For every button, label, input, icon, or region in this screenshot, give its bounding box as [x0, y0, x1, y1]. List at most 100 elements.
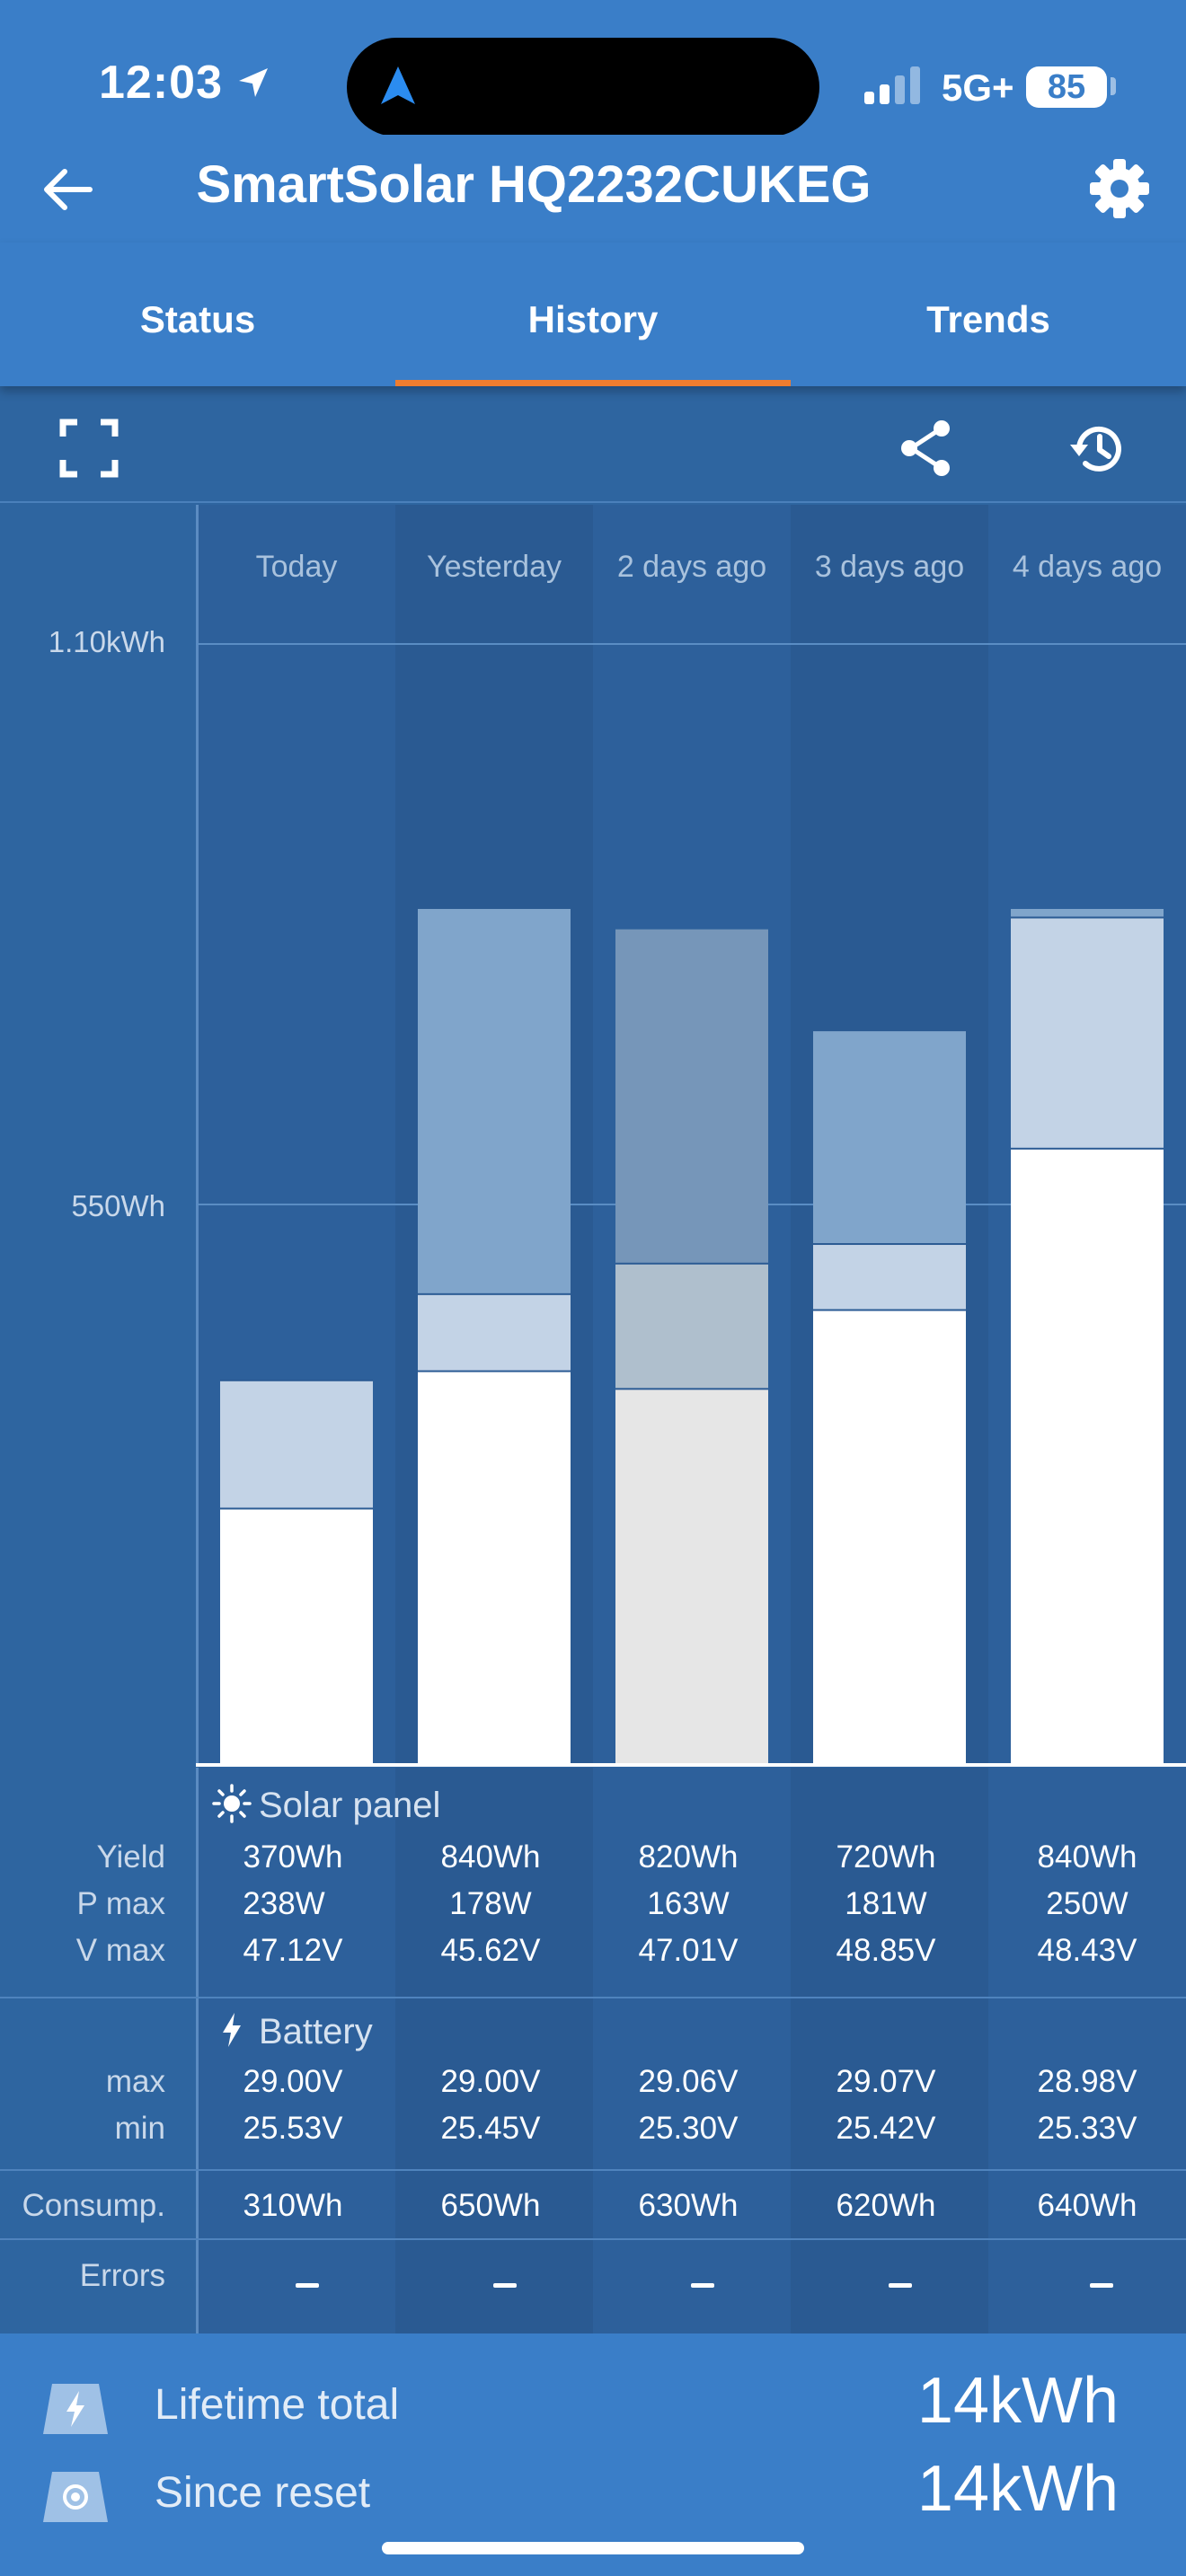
totals-footer: Lifetime total 14kWh Since reset 14kWh — [0, 2333, 1186, 2576]
yield-cell: 720Wh — [836, 1839, 936, 1875]
bar-bulk-segment — [220, 1508, 373, 1765]
battery-tip — [1111, 77, 1116, 95]
share-icon[interactable] — [895, 417, 958, 480]
battery-max-cell: 29.00V — [440, 2064, 541, 2099]
y-tick-label: 550Wh — [71, 1189, 165, 1222]
yield-cell: 820Wh — [638, 1839, 739, 1875]
yield-cell: 840Wh — [1037, 1839, 1137, 1875]
table-divider — [196, 1768, 199, 2333]
bar-bulk-segment — [615, 1389, 768, 1765]
row-label-yield: Yield — [96, 1839, 165, 1875]
row-label-consumption: Consump. — [22, 2188, 165, 2223]
error-cell — [1003, 2276, 1186, 2292]
y-tick-label: 1.10kWh — [48, 625, 165, 658]
history-chart: 1.10kWh 550Wh Today Yesterday 2 days ago… — [0, 505, 1186, 1767]
lifetime-total-label: Lifetime total — [155, 2381, 400, 2429]
consumption-cell: 620Wh — [836, 2188, 936, 2223]
tab-status[interactable]: Status — [139, 298, 256, 340]
battery-min-cell: 25.45V — [440, 2111, 541, 2146]
bar-float-segment — [813, 1031, 966, 1245]
history-toolbar — [0, 386, 1186, 503]
pmax-cell: 178W — [449, 1886, 532, 1921]
vmax-cell: 45.62V — [440, 1933, 541, 1968]
row-label-errors: Errors — [79, 2258, 165, 2293]
pmax-cell: 163W — [647, 1886, 730, 1921]
pmax-cell: 250W — [1046, 1886, 1128, 1921]
error-cell — [604, 2276, 801, 2292]
row-label-max: max — [105, 2064, 165, 2099]
bar-absorption-segment — [220, 1380, 373, 1509]
tab-history[interactable]: History — [395, 243, 791, 386]
network-type: 5G+ — [942, 66, 1014, 109]
bar-divider — [615, 1388, 768, 1390]
yield-cell: 840Wh — [440, 1839, 541, 1875]
bar-absorption-segment — [813, 1244, 966, 1310]
cellular-signal-icon — [864, 66, 920, 104]
bar-absorption-segment — [615, 1263, 768, 1389]
vmax-cell: 48.85V — [836, 1933, 936, 1968]
bar-bulk-segment — [1011, 1148, 1164, 1765]
gridline — [196, 643, 1186, 645]
consumption-cell: 630Wh — [638, 2188, 739, 2223]
bar-divider — [813, 1309, 966, 1311]
bar-divider — [418, 1370, 571, 1372]
bar-bulk-segment — [813, 1310, 966, 1765]
battery-min-cell: 25.33V — [1037, 2111, 1137, 2146]
column-header: Today — [255, 550, 338, 584]
status-time: 12:03 — [99, 57, 223, 109]
column-header: Yesterday — [427, 550, 562, 584]
yield-cell: 370Wh — [243, 1839, 343, 1875]
bar-divider — [220, 1379, 373, 1381]
since-reset-value: 14kWh — [916, 2453, 1119, 2525]
bar-float-segment — [418, 908, 571, 1294]
bar-divider — [1011, 1147, 1164, 1150]
battery-max-cell: 29.07V — [836, 2064, 936, 2099]
battery-max-cell: 29.00V — [243, 2064, 343, 2099]
fullscreen-icon[interactable] — [58, 417, 120, 480]
since-reset-icon — [43, 2472, 108, 2522]
battery-max-cell: 29.06V — [638, 2064, 739, 2099]
vmax-cell: 47.12V — [243, 1933, 343, 1968]
solar-panel-title: Solar panel — [259, 1786, 441, 1825]
section-divider — [0, 2169, 1186, 2171]
bar-absorption-segment — [418, 1293, 571, 1372]
pmax-cell: 181W — [845, 1886, 927, 1921]
column-header: 2 days ago — [616, 550, 767, 584]
bar-divider — [418, 1292, 571, 1295]
chart-canvas — [196, 505, 1186, 1767]
x-axis-baseline — [196, 1763, 1186, 1767]
gear-icon[interactable] — [1087, 156, 1152, 221]
dynamic-island — [347, 38, 819, 137]
home-indicator[interactable] — [382, 2542, 804, 2554]
column-header: 4 days ago — [1012, 550, 1163, 584]
battery-min-cell: 25.42V — [836, 2111, 936, 2146]
bar-divider — [220, 1507, 373, 1510]
section-divider — [0, 1997, 1186, 1998]
row-label-pmax: P max — [76, 1886, 165, 1921]
y-axis — [196, 505, 199, 1767]
error-cell — [208, 2276, 406, 2292]
navigation-arrow-icon — [381, 66, 415, 104]
bar-float-segment — [1011, 908, 1164, 918]
history-restore-icon[interactable] — [1066, 417, 1128, 480]
row-label-vmax: V max — [75, 1933, 165, 1968]
bar-bulk-segment — [418, 1371, 571, 1765]
lifetime-lightning-icon — [43, 2384, 108, 2434]
battery-min-cell: 25.30V — [638, 2111, 739, 2146]
battery-title: Battery — [259, 2012, 373, 2051]
vmax-cell: 48.43V — [1037, 1933, 1137, 1968]
battery-min-cell: 25.53V — [243, 2111, 343, 2146]
status-bar: 12:03 5G+ 85 — [0, 0, 1186, 153]
back-arrow-icon[interactable] — [36, 158, 99, 221]
since-reset-label: Since reset — [155, 2469, 371, 2517]
section-divider — [0, 2238, 1186, 2240]
tab-trends[interactable]: Trends — [926, 298, 1050, 340]
bar-divider — [813, 1243, 966, 1246]
app-bar: SmartSolar HQ2232CUKEG — [0, 135, 1186, 243]
consumption-cell: 310Wh — [243, 2188, 343, 2223]
battery-level: 85 — [1026, 66, 1107, 108]
page-title: SmartSolar HQ2232CUKEG — [196, 155, 872, 214]
vmax-cell: 47.01V — [638, 1933, 739, 1968]
history-table: Solar panel Yield 370Wh 840Wh 820Wh 720W… — [0, 1768, 1186, 2333]
location-arrow-icon — [239, 68, 268, 97]
